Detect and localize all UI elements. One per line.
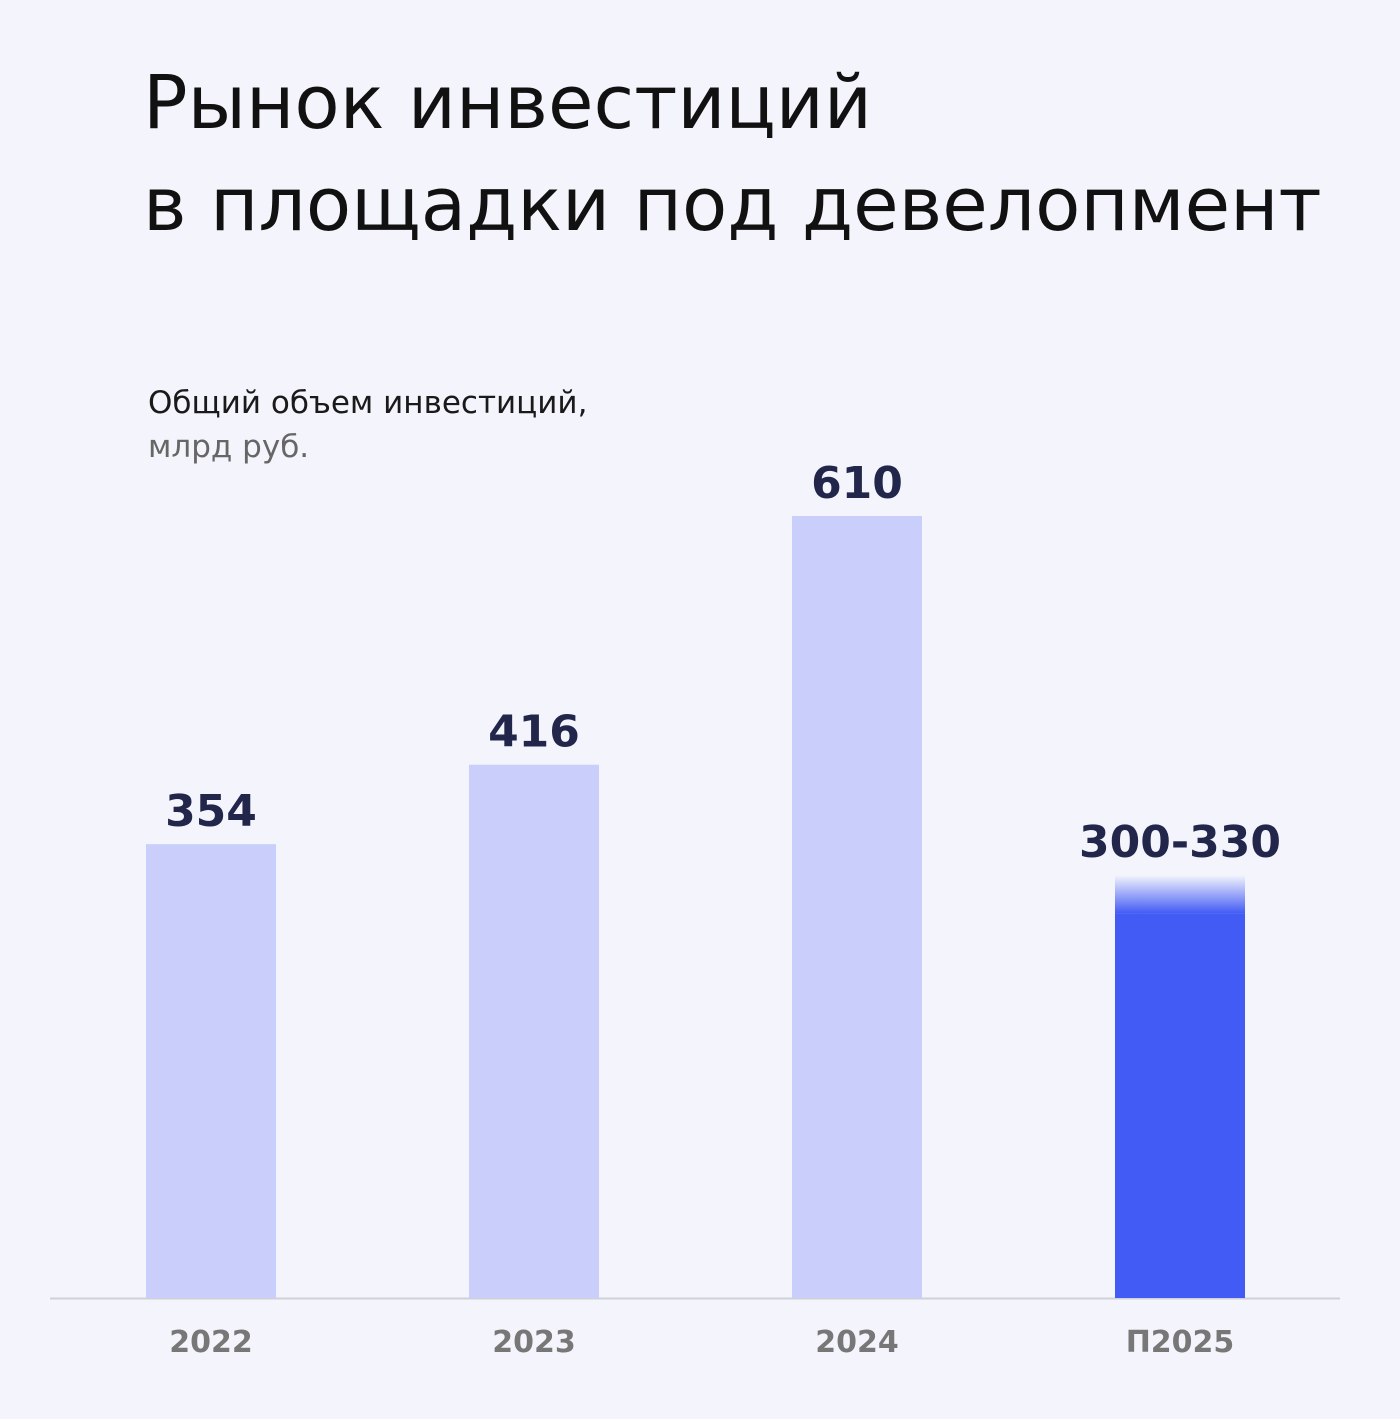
bar (469, 764, 599, 1298)
bar-range (1115, 874, 1245, 914)
value-label: 300-330 (1079, 817, 1281, 868)
value-label: 610 (811, 458, 903, 509)
bar (792, 516, 922, 1298)
subtitle: млрд руб. (148, 429, 309, 465)
x-tick-label: П2025 (1126, 1325, 1235, 1360)
value-label: 416 (488, 707, 580, 758)
x-tick-label: 2024 (815, 1325, 899, 1360)
bar (1115, 913, 1245, 1298)
chart-title: Рынок инвестиций (143, 60, 872, 146)
bar (146, 844, 276, 1298)
x-tick-label: 2022 (169, 1325, 253, 1360)
value-label: 354 (165, 786, 257, 837)
chart-title: в площадки под девелопмент (143, 162, 1322, 248)
subtitle: Общий объем инвестиций, (148, 385, 587, 421)
x-tick-label: 2023 (492, 1325, 576, 1360)
